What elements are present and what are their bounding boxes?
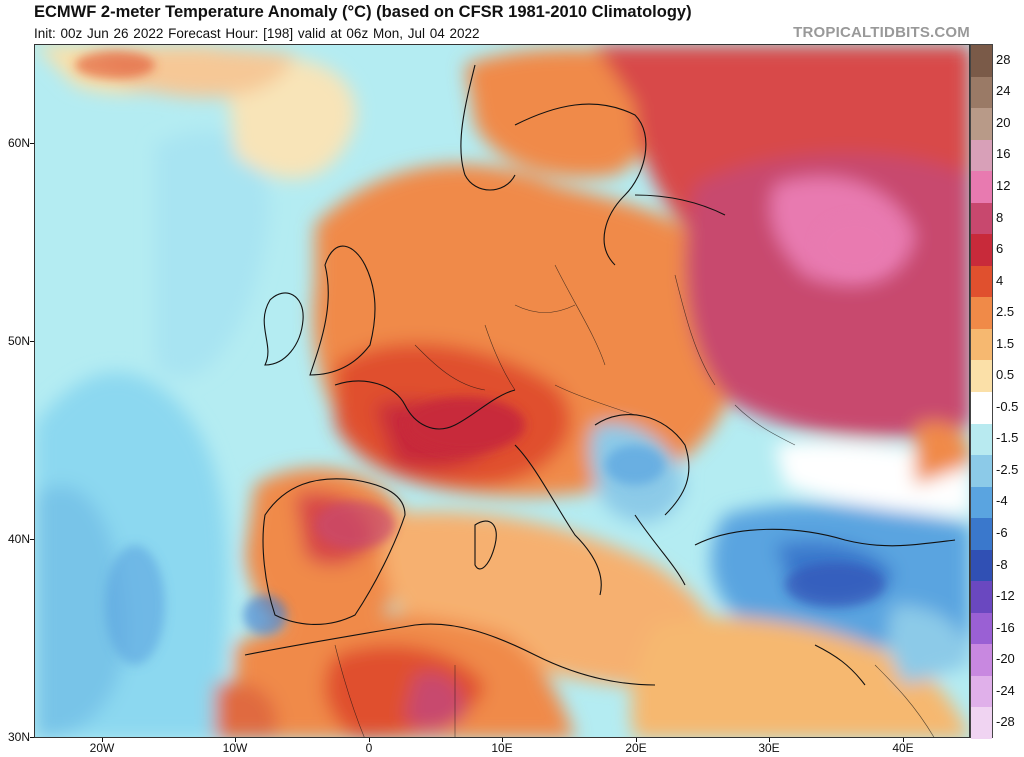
lon-label-10e: 10E — [491, 741, 513, 755]
lat-label-50n: 50N — [7, 334, 30, 348]
colorbar-segment — [971, 265, 992, 298]
lon-tick-0 — [369, 738, 370, 742]
colorbar-label: 8 — [996, 209, 1004, 225]
colorbar-label: 24 — [996, 83, 1011, 99]
coastlines — [244, 64, 956, 686]
lon-tick-10e — [502, 738, 503, 742]
colorbar-label: -28 — [996, 714, 1015, 730]
anomaly-map — [34, 44, 970, 738]
map-subtitle: Init: 00z Jun 26 2022 Forecast Hour: [19… — [34, 26, 480, 41]
colorbar-segment — [971, 234, 992, 267]
colorbar-label: -24 — [996, 682, 1015, 698]
lon-label-40e: 40E — [892, 741, 914, 755]
colorbar-label: 0.5 — [996, 367, 1015, 383]
colorbar-label: 6 — [996, 241, 1004, 257]
colorbar-label: -6 — [996, 524, 1008, 540]
colorbar-segment — [971, 297, 992, 330]
colorbar-segment — [971, 549, 992, 582]
colorbar-segment — [971, 202, 992, 235]
colorbar-segment — [971, 360, 992, 393]
lat-tick-60n — [30, 143, 34, 144]
lat-label-40n: 40N — [7, 532, 30, 546]
lon-tick-20w — [102, 738, 103, 742]
borders — [334, 264, 935, 737]
colorbar — [970, 44, 993, 740]
lon-tick-40e — [903, 738, 904, 742]
colorbar-segment — [971, 486, 992, 519]
colorbar-label: 4 — [996, 272, 1004, 288]
colorbar-label: 2.5 — [996, 304, 1015, 320]
colorbar-segment — [971, 76, 992, 109]
lon-tick-10w — [235, 738, 236, 742]
colorbar-label: -8 — [996, 556, 1008, 572]
anomaly-detail — [75, 51, 895, 665]
colorbar-label: 16 — [996, 146, 1011, 162]
colorbar-segment — [971, 612, 992, 645]
colorbar-segment — [971, 518, 992, 551]
lat-tick-40n — [30, 539, 34, 540]
colorbar-label: 28 — [996, 51, 1011, 67]
anomaly-field — [35, 45, 969, 737]
colorbar-label: -12 — [996, 588, 1015, 604]
lon-label-10w: 10W — [222, 741, 248, 755]
lat-label-60n: 60N — [7, 136, 30, 150]
colorbar-label: -16 — [996, 619, 1015, 635]
lon-label-0: 0 — [365, 741, 373, 755]
anomaly-map-canvas — [35, 45, 969, 737]
colorbar-segment — [971, 139, 992, 172]
colorbar-segment — [971, 328, 992, 361]
colorbar-label: -2.5 — [996, 461, 1019, 477]
colorbar-segment — [971, 423, 992, 456]
colorbar-segment — [971, 644, 992, 677]
lon-label-20w: 20W — [89, 741, 115, 755]
colorbar-segment — [971, 392, 992, 425]
map-title: ECMWF 2-meter Temperature Anomaly (°C) (… — [34, 3, 692, 21]
colorbar-label: -20 — [996, 651, 1015, 667]
lat-tick-30n — [30, 737, 34, 738]
lon-label-20e: 20E — [625, 741, 647, 755]
colorbar-label: 12 — [996, 177, 1011, 193]
colorbar-segment — [971, 108, 992, 141]
colorbar-label: -4 — [996, 493, 1008, 509]
lon-tick-20e — [636, 738, 637, 742]
brand-watermark: TROPICALTIDBITS.COM — [793, 24, 970, 41]
colorbar-label: -0.5 — [996, 398, 1019, 414]
colorbar-segment — [971, 45, 992, 78]
lon-tick-30e — [769, 738, 770, 742]
colorbar-segment — [971, 707, 992, 740]
colorbar-label: 20 — [996, 114, 1011, 130]
colorbar-segment — [971, 581, 992, 614]
lat-tick-50n — [30, 341, 34, 342]
lat-label-30n: 30N — [7, 730, 30, 744]
colorbar-label: 1.5 — [996, 335, 1015, 351]
colorbar-segment — [971, 455, 992, 488]
lon-label-30e: 30E — [758, 741, 780, 755]
colorbar-label: -1.5 — [996, 430, 1019, 446]
colorbar-segment — [971, 171, 992, 204]
colorbar-segment — [971, 675, 992, 708]
